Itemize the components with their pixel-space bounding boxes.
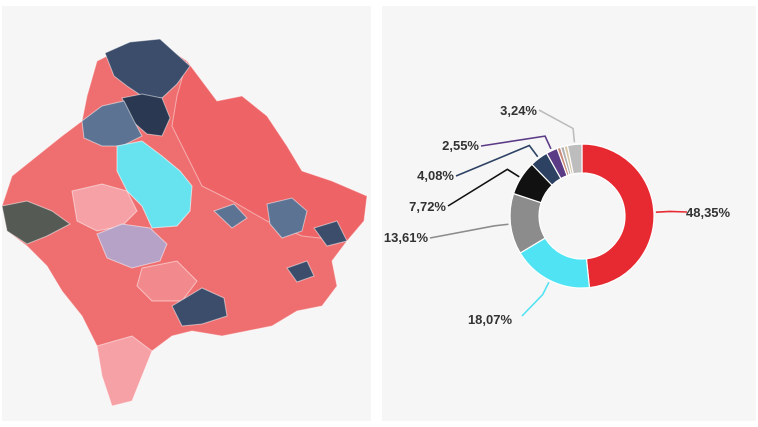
leader-line [429,223,509,239]
map-region-southwest-lavender [96,223,168,269]
slice-label: 7,72% [409,199,446,214]
map-region-southeast-small-navy [286,260,315,283]
map-region-north-slate [81,100,143,147]
donut-slice [566,143,583,175]
map-region-east-slate-small [213,203,248,229]
map-region-east-navy [313,220,348,247]
donut-chart: 48,35% 18,07% 13,61% 7,72% 4,08% 2,55% 3,24% [384,103,731,327]
kosovo-map [2,38,368,407]
map-panel [2,6,371,421]
leader-line [455,144,539,177]
slice-label: 18,07% [468,312,513,327]
map-region-center-lightred [71,183,138,232]
map-region-north-navy [104,38,191,99]
leader-line [480,135,552,150]
map-region-southeast-navy [171,287,228,327]
slice-label: 4,08% [417,168,454,183]
map-region-central-cyan [116,140,193,229]
leader-line [521,281,550,317]
leader-line [655,210,688,213]
slice-label: 2,55% [442,138,479,153]
donut-slice [581,143,655,289]
map-region-northeast [171,59,368,242]
leader-line [538,109,576,143]
slice-label: 13,61% [384,230,429,245]
chart-panel: 48,35% 18,07% 13,61% 7,72% 4,08% 2,55% 3,24% [382,6,756,421]
leader-line [447,168,520,207]
slice-label: 48,35% [686,205,731,220]
slice-label: 3,24% [500,103,537,118]
map-region-east-slate [266,197,308,239]
map-region-south-tail [96,335,153,407]
map-region-west-olive [2,200,71,245]
